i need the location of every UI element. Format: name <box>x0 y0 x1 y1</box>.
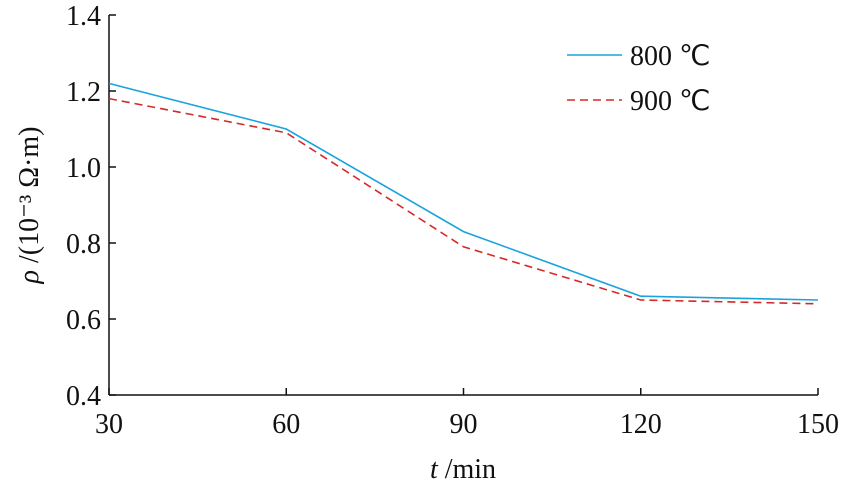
y-tick-label: 0.8 <box>66 229 101 260</box>
x-tick-label: 90 <box>450 409 478 440</box>
y-tick-label: 0.6 <box>66 305 101 336</box>
x-axis-label: t /min <box>430 454 496 484</box>
y-tick-label: 1.0 <box>66 153 101 184</box>
x-tick-label: 30 <box>95 409 123 440</box>
legend-label: 800 ℃ <box>630 41 710 72</box>
legend-label: 900 ℃ <box>630 86 710 117</box>
x-tick-label: 120 <box>620 409 662 440</box>
x-tick-label: 150 <box>797 409 839 440</box>
y-tick-label: 1.4 <box>66 1 101 32</box>
y-tick-label: 1.2 <box>66 77 101 108</box>
legend: 800 ℃ 900 ℃ <box>567 41 710 117</box>
y-tick-label: 0.4 <box>66 381 101 412</box>
series-line-1 <box>109 99 818 304</box>
x-tick-label: 60 <box>272 409 300 440</box>
series-line-0 <box>109 83 818 300</box>
axes <box>109 15 818 395</box>
y-axis-label: ρ /(10⁻³ Ω·m) <box>14 127 45 285</box>
